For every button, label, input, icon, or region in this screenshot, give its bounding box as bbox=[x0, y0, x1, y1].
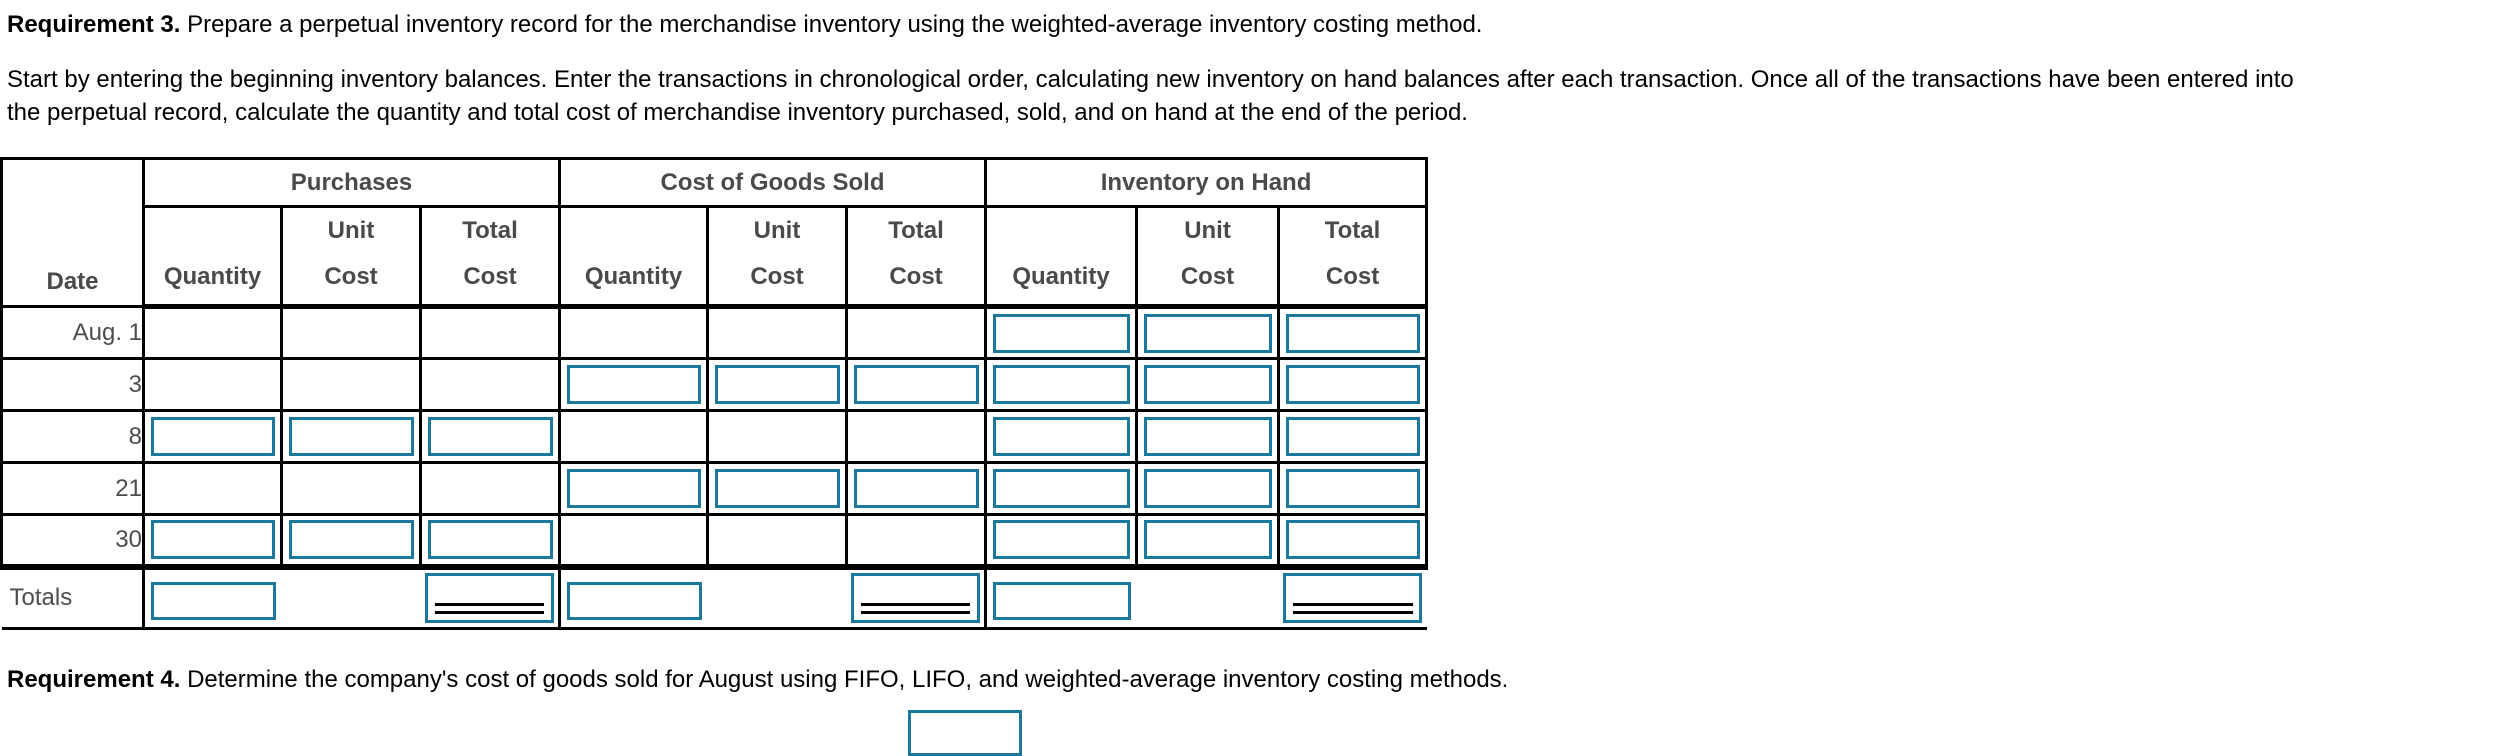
column-header-row: Quantity Unit Cost Total Cost Quantity U… bbox=[2, 205, 1429, 309]
aug3-cogs-total-cost-input[interactable] bbox=[853, 365, 979, 404]
aug1-inventory-unit-cost-input[interactable] bbox=[1143, 313, 1272, 353]
totals-cogs-quantity-input[interactable] bbox=[566, 582, 702, 621]
empty-cell bbox=[142, 305, 283, 360]
aug3-cogs-quantity-input[interactable] bbox=[566, 365, 701, 404]
aug21-inventory-quantity-input[interactable] bbox=[992, 469, 1130, 508]
aug3-inventory-total-cost-input[interactable] bbox=[1285, 365, 1420, 404]
aug8-inventory-quantity-input[interactable] bbox=[992, 417, 1130, 456]
aug21-cogs-quantity-input[interactable] bbox=[566, 469, 701, 508]
aug3-inventory-quantity-input[interactable] bbox=[992, 365, 1130, 404]
aug1-inventory-quantity-input[interactable] bbox=[992, 313, 1130, 353]
empty-cell bbox=[419, 305, 561, 360]
totals-cogs-total-cost-cell bbox=[846, 563, 988, 630]
totals-label: Totals bbox=[1, 563, 145, 630]
empty-cell bbox=[419, 357, 561, 412]
aug8-inventory-unit-cost-input[interactable] bbox=[1143, 417, 1272, 456]
empty-cell bbox=[558, 513, 709, 570]
col-header-cogs-quantity: Quantity bbox=[558, 205, 709, 309]
empty-cell bbox=[280, 357, 422, 412]
empty-cell bbox=[142, 357, 283, 412]
empty-cell bbox=[1136, 563, 1279, 630]
requirement3-text: Prepare a perpetual inventory record for… bbox=[187, 11, 1483, 38]
date-cell: 3 bbox=[0, 357, 145, 412]
col-header-purchases-quantity: Quantity bbox=[142, 205, 283, 309]
requirement4-text: Determine the company's cost of goods so… bbox=[187, 666, 1509, 693]
empty-cell bbox=[280, 461, 422, 516]
table-row-aug8: 8 bbox=[0, 409, 1429, 464]
requirement4-answer-input[interactable] bbox=[908, 710, 1022, 756]
aug21-cogs-unit-cost-input[interactable] bbox=[714, 469, 840, 508]
empty-cell bbox=[706, 305, 848, 360]
aug21-inventory-total-cost-input[interactable] bbox=[1285, 469, 1420, 508]
aug3-cogs-unit-cost-input[interactable] bbox=[714, 365, 840, 404]
requirement3-paragraph: Requirement 3. Prepare a perpetual inven… bbox=[0, 0, 2508, 41]
instructions-paragraph: Start by entering the beginning inventor… bbox=[0, 41, 2508, 129]
col-header-cogs-unit-cost: Unit Cost bbox=[706, 205, 848, 309]
requirement3-label: Requirement 3. bbox=[7, 11, 181, 38]
date-cell: 30 bbox=[0, 513, 145, 570]
aug30-purchases-total-cost-input[interactable] bbox=[427, 520, 553, 560]
table-row-aug21: 21 bbox=[0, 461, 1429, 516]
instructions-line2: the perpetual record, calculate the quan… bbox=[7, 99, 1468, 126]
date-cell: 8 bbox=[0, 409, 145, 464]
aug30-inventory-total-cost-input[interactable] bbox=[1285, 520, 1420, 560]
totals-inventory-total-cost-cell bbox=[1278, 563, 1427, 630]
empty-cell bbox=[844, 409, 988, 464]
totals-cogs-total-cost-input[interactable] bbox=[851, 573, 980, 624]
requirement4-paragraph: Requirement 4. Determine the company's c… bbox=[0, 630, 2508, 696]
perpetual-inventory-table: Date Purchases Cost of Goods Sold Invent… bbox=[0, 157, 1429, 630]
empty-cell bbox=[142, 461, 283, 516]
group-header-inventory-on-hand: Inventory on Hand bbox=[984, 157, 1429, 208]
totals-purchases-quantity-cell bbox=[143, 563, 282, 630]
col-header-inventory-total-cost: Total Cost bbox=[1277, 205, 1429, 309]
aug8-purchases-quantity-input[interactable] bbox=[150, 417, 275, 456]
empty-cell bbox=[844, 513, 988, 570]
date-cell: Aug. 1 bbox=[0, 305, 145, 360]
col-header-purchases-total-cost: Total Cost bbox=[419, 205, 561, 309]
empty-cell bbox=[558, 409, 709, 464]
aug8-purchases-total-cost-input[interactable] bbox=[427, 417, 553, 456]
instructions-line1: Start by entering the beginning inventor… bbox=[7, 66, 2294, 93]
totals-purchases-total-cost-input[interactable] bbox=[425, 573, 554, 624]
totals-inventory-quantity-input[interactable] bbox=[992, 582, 1132, 621]
table-row-totals: Totals bbox=[1, 563, 1427, 630]
aug30-inventory-unit-cost-input[interactable] bbox=[1143, 520, 1272, 560]
aug30-purchases-quantity-input[interactable] bbox=[150, 520, 275, 560]
aug30-purchases-unit-cost-input[interactable] bbox=[288, 520, 414, 560]
aug21-cogs-total-cost-input[interactable] bbox=[853, 469, 979, 508]
aug8-inventory-total-cost-input[interactable] bbox=[1285, 417, 1420, 456]
col-header-inventory-quantity: Quantity bbox=[984, 205, 1139, 309]
totals-inventory-quantity-cell bbox=[985, 563, 1137, 630]
empty-cell bbox=[706, 409, 848, 464]
empty-cell bbox=[281, 563, 421, 630]
totals-purchases-quantity-input[interactable] bbox=[150, 582, 276, 621]
totals-cogs-quantity-cell bbox=[559, 563, 708, 630]
totals-purchases-total-cost-cell bbox=[420, 563, 561, 630]
col-header-date: Date bbox=[0, 157, 145, 308]
aug21-inventory-unit-cost-input[interactable] bbox=[1143, 469, 1272, 508]
empty-cell bbox=[419, 461, 561, 516]
table-row-aug30: 30 bbox=[0, 513, 1429, 570]
table-row-aug1: Aug. 1 bbox=[0, 305, 1429, 360]
aug30-inventory-quantity-input[interactable] bbox=[992, 520, 1130, 560]
empty-cell bbox=[844, 305, 988, 360]
group-header-purchases: Purchases bbox=[142, 157, 561, 208]
col-header-inventory-unit-cost: Unit Cost bbox=[1135, 205, 1281, 309]
aug8-purchases-unit-cost-input[interactable] bbox=[288, 417, 414, 456]
totals-inventory-total-cost-input[interactable] bbox=[1283, 573, 1423, 624]
empty-cell bbox=[280, 305, 422, 360]
group-header-cost-of-goods-sold: Cost of Goods Sold bbox=[557, 157, 988, 208]
aug3-inventory-unit-cost-input[interactable] bbox=[1143, 365, 1272, 404]
empty-cell bbox=[707, 563, 847, 630]
table-row-aug3: 3 bbox=[0, 357, 1429, 412]
requirement4-label: Requirement 4. bbox=[7, 666, 181, 693]
col-header-purchases-unit-cost: Unit Cost bbox=[280, 205, 422, 309]
date-cell: 21 bbox=[0, 461, 145, 516]
empty-cell bbox=[706, 513, 848, 570]
col-header-cogs-total-cost: Total Cost bbox=[844, 205, 988, 309]
aug1-inventory-total-cost-input[interactable] bbox=[1285, 313, 1420, 353]
empty-cell bbox=[558, 305, 709, 360]
group-header-row: Date Purchases Cost of Goods Sold Invent… bbox=[0, 157, 1429, 308]
